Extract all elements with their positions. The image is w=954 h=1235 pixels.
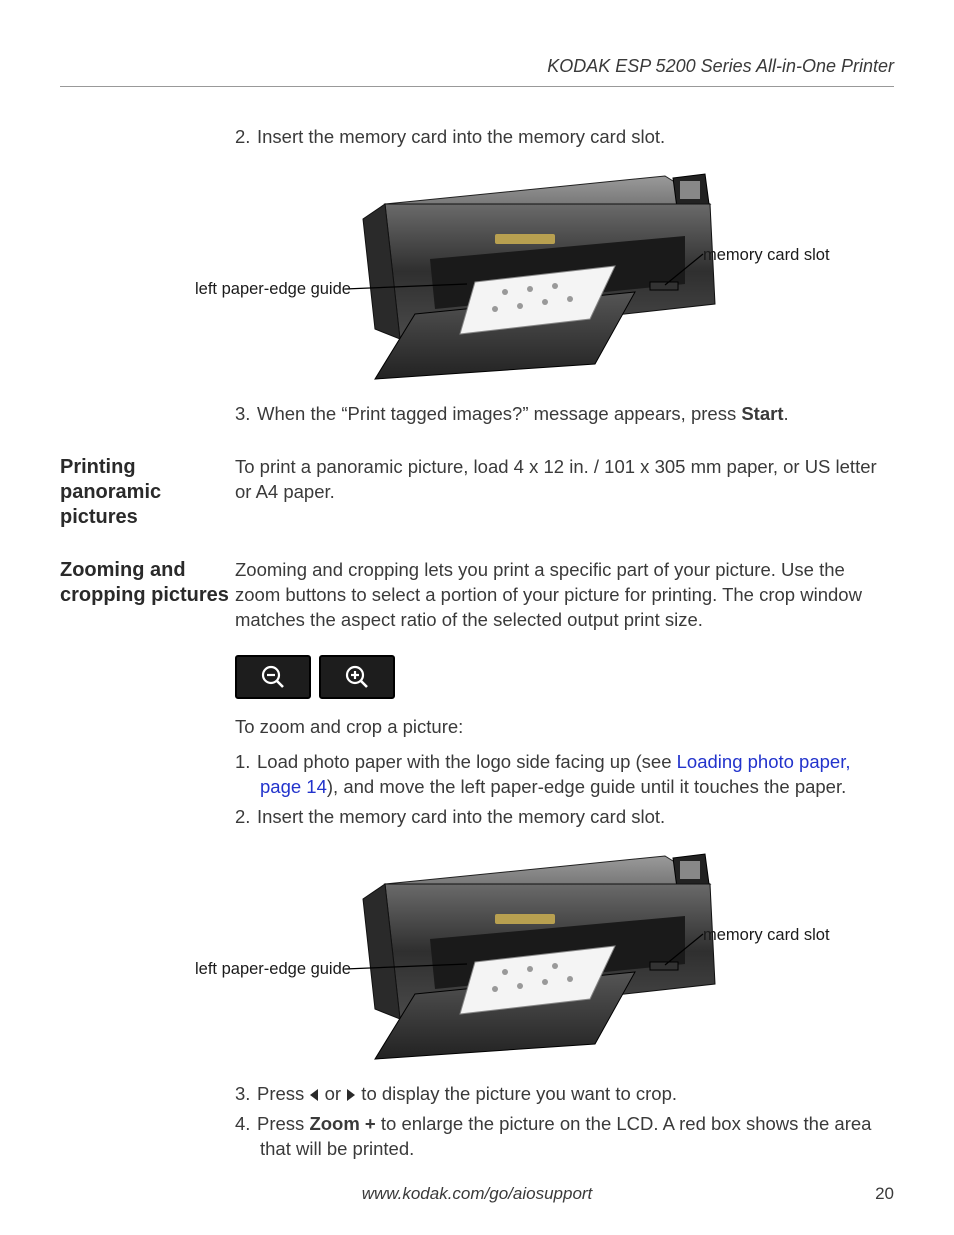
left-arrow-icon <box>309 1088 319 1102</box>
steps-top-cont: 3.When the “Print tagged images?” messag… <box>235 402 894 427</box>
step-num: 3. <box>235 402 257 427</box>
section-panoramic: Printing panoramic pictures To print a p… <box>60 455 894 530</box>
steps-top: 2.Insert the memory card into the memory… <box>235 125 894 150</box>
heading-zoom: Zooming and cropping pictures <box>60 558 235 633</box>
step-num: 2. <box>235 805 257 830</box>
footer-page-number: 20 <box>875 1183 894 1206</box>
step-num: 3. <box>235 1082 257 1107</box>
printer-figure-2: left paper-edge guide memory card slot <box>235 844 894 1064</box>
callout-memory-slot: memory card slot <box>703 244 830 266</box>
step-text-bold: Zoom + <box>309 1113 375 1134</box>
step-text: Insert the memory card into the memory c… <box>257 806 665 827</box>
step-text-bold: Start <box>741 403 783 424</box>
step-num: 1. <box>235 750 257 775</box>
step-text-pre: Load photo paper with the logo side faci… <box>257 751 677 772</box>
printer-figure-1: left paper-edge guide memory card slot <box>235 164 894 384</box>
printer-illustration <box>235 164 875 384</box>
zoom-intro: Zooming and cropping lets you print a sp… <box>235 558 894 633</box>
zoom-out-icon <box>235 655 311 699</box>
step-2: 2.Insert the memory card into the memory… <box>235 125 894 150</box>
footer-url: www.kodak.com/go/aiosupport <box>362 1183 593 1206</box>
zoom-step-2: 2.Insert the memory card into the memory… <box>235 805 894 830</box>
zoom-steps: 1.Load photo paper with the logo side fa… <box>235 750 894 830</box>
heading-panoramic: Printing panoramic pictures <box>60 455 235 530</box>
step-num: 4. <box>235 1112 257 1137</box>
callout-memory-slot: memory card slot <box>703 924 830 946</box>
step-text-post: ), and move the left paper-edge guide un… <box>327 776 846 797</box>
step-text: Insert the memory card into the memory c… <box>257 126 665 147</box>
step-text-pre: Press <box>257 1083 309 1104</box>
section-zoom: Zooming and cropping pictures Zooming an… <box>60 558 894 633</box>
zoom-buttons-figure <box>235 655 894 699</box>
step-3: 3.When the “Print tagged images?” messag… <box>235 402 894 427</box>
step-text-pre: When the “Print tagged images?” message … <box>257 403 741 424</box>
zoom-lead: To zoom and crop a picture: <box>235 715 894 740</box>
step-text-mid: or <box>319 1083 346 1104</box>
step-text-post: . <box>784 403 789 424</box>
callout-left-guide: left paper-edge guide <box>195 278 351 300</box>
step-text-pre: Press <box>257 1113 309 1134</box>
zoom-steps-cont: 3.Press or to display the picture you wa… <box>235 1082 894 1162</box>
printer-illustration <box>235 844 875 1064</box>
running-header: KODAK ESP 5200 Series All-in-One Printer <box>60 54 894 87</box>
zoom-in-icon <box>319 655 395 699</box>
callout-left-guide: left paper-edge guide <box>195 958 351 980</box>
step-text-post: to display the picture you want to crop. <box>356 1083 677 1104</box>
zoom-step-3: 3.Press or to display the picture you wa… <box>235 1082 894 1107</box>
panoramic-body: To print a panoramic picture, load 4 x 1… <box>235 455 894 530</box>
step-num: 2. <box>235 125 257 150</box>
right-arrow-icon <box>346 1088 356 1102</box>
zoom-step-4: 4.Press Zoom + to enlarge the picture on… <box>235 1112 894 1162</box>
zoom-step-1: 1.Load photo paper with the logo side fa… <box>235 750 894 800</box>
